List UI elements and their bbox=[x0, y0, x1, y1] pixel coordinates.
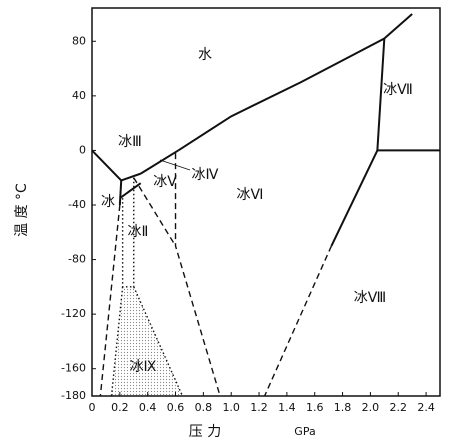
region-label: 冰Ⅴ bbox=[153, 174, 177, 190]
x-tick-label: 1.4 bbox=[278, 401, 296, 414]
y-tick-label: -160 bbox=[61, 362, 86, 375]
x-tick-label: 2.4 bbox=[417, 401, 435, 414]
phase-boundary bbox=[118, 180, 123, 206]
y-tick-label: -40 bbox=[68, 198, 86, 211]
region-label: 冰Ⅳ bbox=[192, 167, 219, 183]
y-tick-label: -120 bbox=[61, 307, 86, 320]
x-tick-label: 1.8 bbox=[334, 401, 352, 414]
region-label: 冰Ⅱ bbox=[128, 224, 149, 240]
phase-boundary bbox=[177, 37, 385, 152]
phase-boundary bbox=[263, 245, 333, 397]
phase-boundary bbox=[120, 172, 142, 182]
phase-boundary bbox=[174, 153, 221, 397]
phase-boundary bbox=[91, 149, 122, 182]
region-label: 冰Ⅲ bbox=[118, 134, 142, 150]
x-tick-label: 1.6 bbox=[306, 401, 324, 414]
region-label: 冰Ⅵ bbox=[237, 187, 264, 203]
x-tick-label: 0.6 bbox=[167, 401, 185, 414]
x-tick-label: 2.0 bbox=[362, 401, 380, 414]
phase-boundary bbox=[383, 13, 413, 40]
region-label: 冰Ⅶ bbox=[383, 82, 413, 98]
phase-boundary bbox=[140, 149, 179, 175]
x-tick-label: 0.8 bbox=[195, 401, 213, 414]
phase-boundary bbox=[99, 204, 121, 397]
x-axis-unit: GPa bbox=[294, 425, 315, 438]
phase-boundary bbox=[121, 198, 134, 288]
plot-frame bbox=[91, 7, 441, 397]
region-label: 冰Ⅷ bbox=[354, 290, 386, 306]
y-axis-title: 温 度 °C bbox=[14, 183, 30, 237]
x-tick-label: 2.2 bbox=[389, 401, 407, 414]
phase-boundary bbox=[119, 182, 142, 199]
phase-boundary bbox=[133, 177, 177, 247]
x-tick-label: 0 bbox=[89, 401, 96, 414]
region-label: 冰 bbox=[101, 194, 115, 210]
x-tick-label: 0.4 bbox=[139, 401, 157, 414]
y-tick-label: 80 bbox=[72, 34, 86, 47]
region-label: 水 bbox=[198, 47, 212, 63]
x-tick-label: 0.2 bbox=[111, 401, 129, 414]
region-label: 冰Ⅸ bbox=[130, 359, 157, 375]
y-tick-label: -180 bbox=[61, 389, 86, 402]
x-tick-label: 1.0 bbox=[222, 401, 240, 414]
x-axis-title: 压 力 bbox=[189, 424, 221, 440]
y-tick-label: -80 bbox=[68, 253, 86, 266]
y-tick-label: 40 bbox=[72, 89, 86, 102]
x-tick-label: 1.2 bbox=[250, 401, 268, 414]
ice-ix-region bbox=[112, 287, 183, 396]
phase-boundary bbox=[330, 149, 379, 247]
y-tick-label: 0 bbox=[79, 143, 86, 156]
